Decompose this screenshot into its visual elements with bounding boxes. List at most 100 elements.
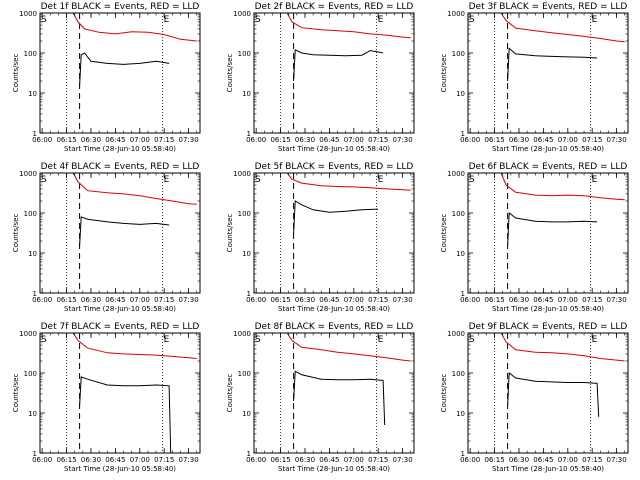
series-line-lld [286,333,411,362]
start-marker-label: S [255,15,261,25]
x-axis-label: Start Time (28-Jun-10 05:58:40) [64,145,176,153]
x-axis-label: Start Time (28-Jun-10 05:58:40) [278,465,390,473]
start-marker-label: S [469,15,475,25]
x-tick-label: 06:30 [509,296,529,304]
chart-title: Det 5f BLACK = Events, RED = LLD [255,162,414,172]
start-marker-label: S [469,335,475,345]
series-line-lld [500,13,625,43]
x-tick-label: 06:00 [32,136,52,144]
y-tick-label: 1 [461,290,465,298]
x-tick-label: 06:45 [319,456,339,464]
chart-title: Det 2f BLACK = Events, RED = LLD [255,2,414,12]
x-tick-label: 06:45 [533,296,553,304]
series-line-lld [72,333,197,359]
y-axis-label: Counts/sec [226,54,234,93]
x-tick-label: 07:00 [130,296,150,304]
x-axis-label: Start Time (28-Jun-10 05:58:40) [492,145,604,153]
y-tick-label: 100 [452,370,465,378]
end-marker-label: E [592,335,598,345]
chart-panel-2: Det 2f BLACK = Events, RED = LLD S E 1 10 100… [226,2,415,153]
plot-frame [39,172,201,294]
series-group [286,333,411,426]
start-marker-label: S [255,335,261,345]
x-tick-label: 07:30 [393,136,413,144]
chart-title: Det 4f BLACK = Events, RED = LLD [41,162,200,172]
x-tick-label: 06:00 [32,456,52,464]
x-tick-label: 06:15 [484,136,504,144]
series-group [500,173,625,247]
x-tick-label: 07:15 [154,296,174,304]
x-tick-label: 07:15 [154,136,174,144]
plot-frame [39,12,201,134]
x-tick-label: 06:30 [81,296,101,304]
chart-title: Det 8f BLACK = Events, RED = LLD [255,322,414,332]
y-tick-label: 1 [247,450,251,458]
x-tick-label: 06:15 [56,456,76,464]
chart-panel-6: Det 6f BLACK = Events, RED = LLD S E 1 10 100… [440,162,629,313]
y-tick-label: 1 [247,130,251,138]
y-tick-label: 1000 [447,170,465,178]
x-tick-label: 07:00 [130,456,150,464]
y-tick-label: 1000 [447,330,465,338]
series-line-lld [286,173,411,191]
series-line-events [79,376,172,453]
y-tick-label: 10 [28,410,37,418]
y-tick-label: 1000 [19,170,37,178]
series-line-events [293,200,379,234]
x-tick-label: 07:15 [582,136,602,144]
series-group [286,13,411,82]
x-tick-label: 06:00 [246,296,266,304]
x-tick-label: 07:30 [393,296,413,304]
x-axis-label: Start Time (28-Jun-10 05:58:40) [278,305,390,313]
chart-title: Det 7f BLACK = Events, RED = LLD [41,322,200,332]
x-tick-label: 06:15 [270,456,290,464]
x-tick-label: 06:15 [484,456,504,464]
x-tick-label: 06:30 [81,136,101,144]
start-marker-label: S [255,175,261,185]
series-line-lld [286,13,411,39]
x-tick-label: 06:15 [270,296,290,304]
y-tick-label: 1 [461,130,465,138]
plot-frame [253,172,415,294]
end-marker-label: E [592,15,598,25]
chart-title: Det 6f BLACK = Events, RED = LLD [469,162,628,172]
end-marker-label: E [378,15,384,25]
y-tick-label: 100 [24,210,37,218]
x-tick-label: 07:00 [344,456,364,464]
x-tick-label: 07:15 [368,456,388,464]
y-tick-label: 10 [242,90,251,98]
end-marker-label: E [592,175,598,185]
chart-panel-8: Det 8f BLACK = Events, RED = LLD S E 1 10 100… [226,322,415,473]
series-group [72,13,197,87]
chart-panel-7: Det 7f BLACK = Events, RED = LLD S E 1 10 100… [12,322,201,473]
series-group [500,333,625,417]
series-line-events [293,370,386,426]
series-line-lld [72,13,197,42]
y-tick-label: 1000 [447,10,465,18]
x-tick-label: 06:15 [56,296,76,304]
chart-panel-3: Det 3f BLACK = Events, RED = LLD S E 1 10 100… [440,2,629,153]
end-marker-label: E [164,15,170,25]
x-tick-label: 07:00 [558,136,578,144]
y-tick-label: 1000 [233,10,251,18]
x-tick-label: 07:30 [607,296,627,304]
x-tick-label: 07:00 [344,296,364,304]
y-tick-label: 1000 [233,330,251,338]
x-tick-label: 07:15 [154,456,174,464]
y-axis-label: Counts/sec [226,214,234,253]
plot-frame [467,332,629,454]
x-tick-label: 06:00 [460,456,480,464]
x-tick-label: 07:30 [607,136,627,144]
y-axis-label: Counts/sec [12,214,20,253]
y-tick-label: 1 [247,290,251,298]
series-line-events [79,216,170,247]
y-axis-label: Counts/sec [440,214,448,253]
y-tick-label: 1000 [233,170,251,178]
x-tick-label: 06:15 [56,136,76,144]
y-tick-label: 10 [456,410,465,418]
x-tick-label: 06:45 [105,136,125,144]
x-tick-label: 06:00 [460,136,480,144]
end-marker-label: E [378,335,384,345]
x-tick-label: 07:00 [558,456,578,464]
y-axis-label: Counts/sec [440,54,448,93]
